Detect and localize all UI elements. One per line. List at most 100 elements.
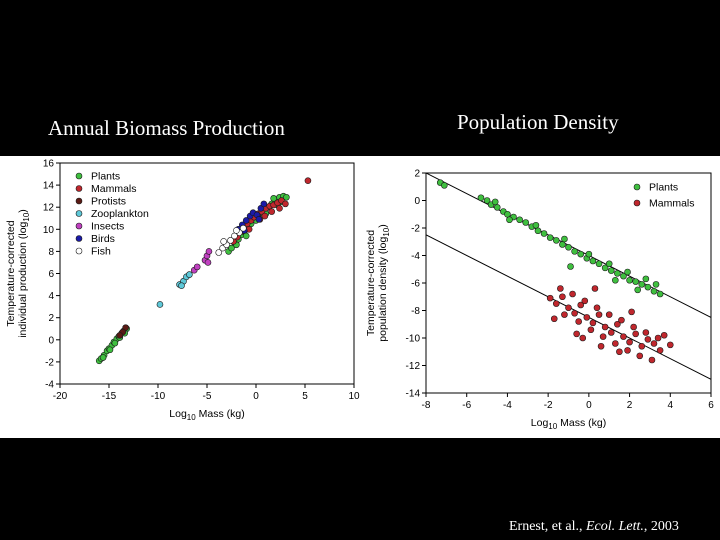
biomass-y-axis-label-line2: individual production (log10) [17,209,31,338]
biomass-y-tick-label: 0 [48,335,54,346]
biomass-legend-marker-zooplankton [75,210,83,217]
density-point-mammals [638,342,646,350]
density-point-plants [589,257,597,265]
density-point-mammals [650,340,658,347]
density-point-plants [532,221,540,229]
density-point-plants [441,182,448,189]
density-point-mammals [597,342,605,350]
slide-title-biomass: Annual Biomass Production [48,116,285,140]
biomass-y-tick-label: -4 [45,380,54,391]
density-point-plants [585,250,593,258]
density-point-mammals [575,318,582,325]
citation: Ernest, et al., Ecol. Lett., 2003 [509,519,679,535]
citation-authors: Ernest, et al., [509,519,583,534]
biomass-point-plants [228,244,235,252]
density-point-mammals [654,334,662,342]
density-point-plants [559,241,566,248]
density-legend-marker-mammals [633,199,641,207]
density-point-plants [644,283,652,291]
density-point-mammals [630,323,637,331]
biomass-legend-label-insects: Insects [91,221,124,233]
biomass-point-fish [227,237,234,244]
density-point-mammals [589,319,597,327]
biomass-point-plants [99,354,107,361]
biomass-point-fish [233,227,240,234]
density-y-tick-label: -10 [406,334,421,345]
density-point-plants [493,204,501,211]
density-point-mammals [571,309,578,317]
biomass-point-birds [242,217,250,224]
density-point-plants [656,290,664,298]
density-point-plants [614,270,621,277]
density-point-plants [522,219,530,226]
biomass-x-tick-label: 5 [302,391,308,402]
density-legend-marker-plants [633,183,641,191]
biomass-point-insects [193,263,201,271]
biomass-point-plants [283,193,290,201]
density-point-mammals [616,348,623,356]
density-y-axis-label: Temperature-corrected population density … [365,224,391,341]
density-point-mammals [557,285,564,292]
density-point-plants [638,281,646,288]
biomass-point-birds [255,216,263,223]
density-point-mammals [593,304,601,312]
biomass-y-tick-label: 6 [48,269,54,280]
biomass-point-fish [239,224,247,232]
density-point-mammals [632,330,639,338]
density-y-tick-label: -6 [411,279,420,290]
density-legend-label-plants: Plants [649,182,678,194]
biomass-y-axis-label: Temperature-corrected individual producti… [5,209,31,338]
density-point-mammals [624,347,631,354]
density-point-mammals [595,311,603,318]
density-x-tick-label: -4 [503,400,512,411]
density-point-mammals [559,293,566,301]
density-point-plants [534,227,542,235]
biomass-legend-label-fish: Fish [91,246,111,258]
density-point-plants [477,194,485,202]
density-point-plants [565,243,572,251]
density-point-mammals [626,338,633,346]
density-point-plants [516,216,523,224]
biomass-legend-marker-mammals [75,185,83,192]
density-point-plants [607,267,615,274]
density-point-plants [634,286,642,294]
biomass-point-zooplankton [186,271,193,278]
density-point-plants [561,235,568,243]
density-point-plants [624,268,631,276]
biomass-legend-marker-protists [75,197,83,205]
density-y-tick-label: -12 [406,361,421,372]
density-point-mammals [656,347,664,354]
density-point-plants [504,210,511,218]
biomass-point-plants [270,195,277,202]
density-x-tick-label: -2 [544,400,553,411]
density-y-tick-label: 0 [414,196,420,207]
density-point-plants [552,237,560,244]
density-point-plants [652,281,660,288]
density-point-mammals [587,326,595,334]
density-point-mammals [561,311,568,318]
biomass-legend-marker-birds [75,235,83,242]
biomass-x-tick-label: -5 [203,391,212,402]
density-legend-label-mammals: Mammals [649,198,695,210]
biomass-legend-label-protists: Protists [91,196,126,208]
density-y-axis-label-line2: population density (log10) [377,224,391,341]
density-point-mammals [599,333,607,340]
biomass-point-mammals [276,205,283,212]
density-point-mammals [620,333,627,340]
biomass-legend-label-plants: Plants [91,171,120,183]
density-point-mammals [552,300,560,307]
biomass-legend-label-birds: Birds [91,233,115,245]
density-y-tick-label: -2 [411,224,420,235]
biomass-y-tick-label: 14 [43,181,55,192]
density-point-plants [540,230,548,237]
biomass-x-axis-label: Log10 Mass (kg) [169,408,244,422]
biomass-chart-panel: -20 -15 -10 -5 0 5 10 -4 -2 0 2 4 6 8 10 12 14 16 Log10 Ma… [0,156,364,438]
density-point-plants [620,272,627,280]
density-point-mammals [577,301,585,309]
density-y-axis-label-line1: Temperature-corrected [365,230,377,336]
density-x-tick-label: -8 [422,400,431,411]
density-point-plants [577,250,585,258]
biomass-y-tick-label: 2 [48,313,54,324]
biomass-x-tick-label: -20 [53,391,68,402]
